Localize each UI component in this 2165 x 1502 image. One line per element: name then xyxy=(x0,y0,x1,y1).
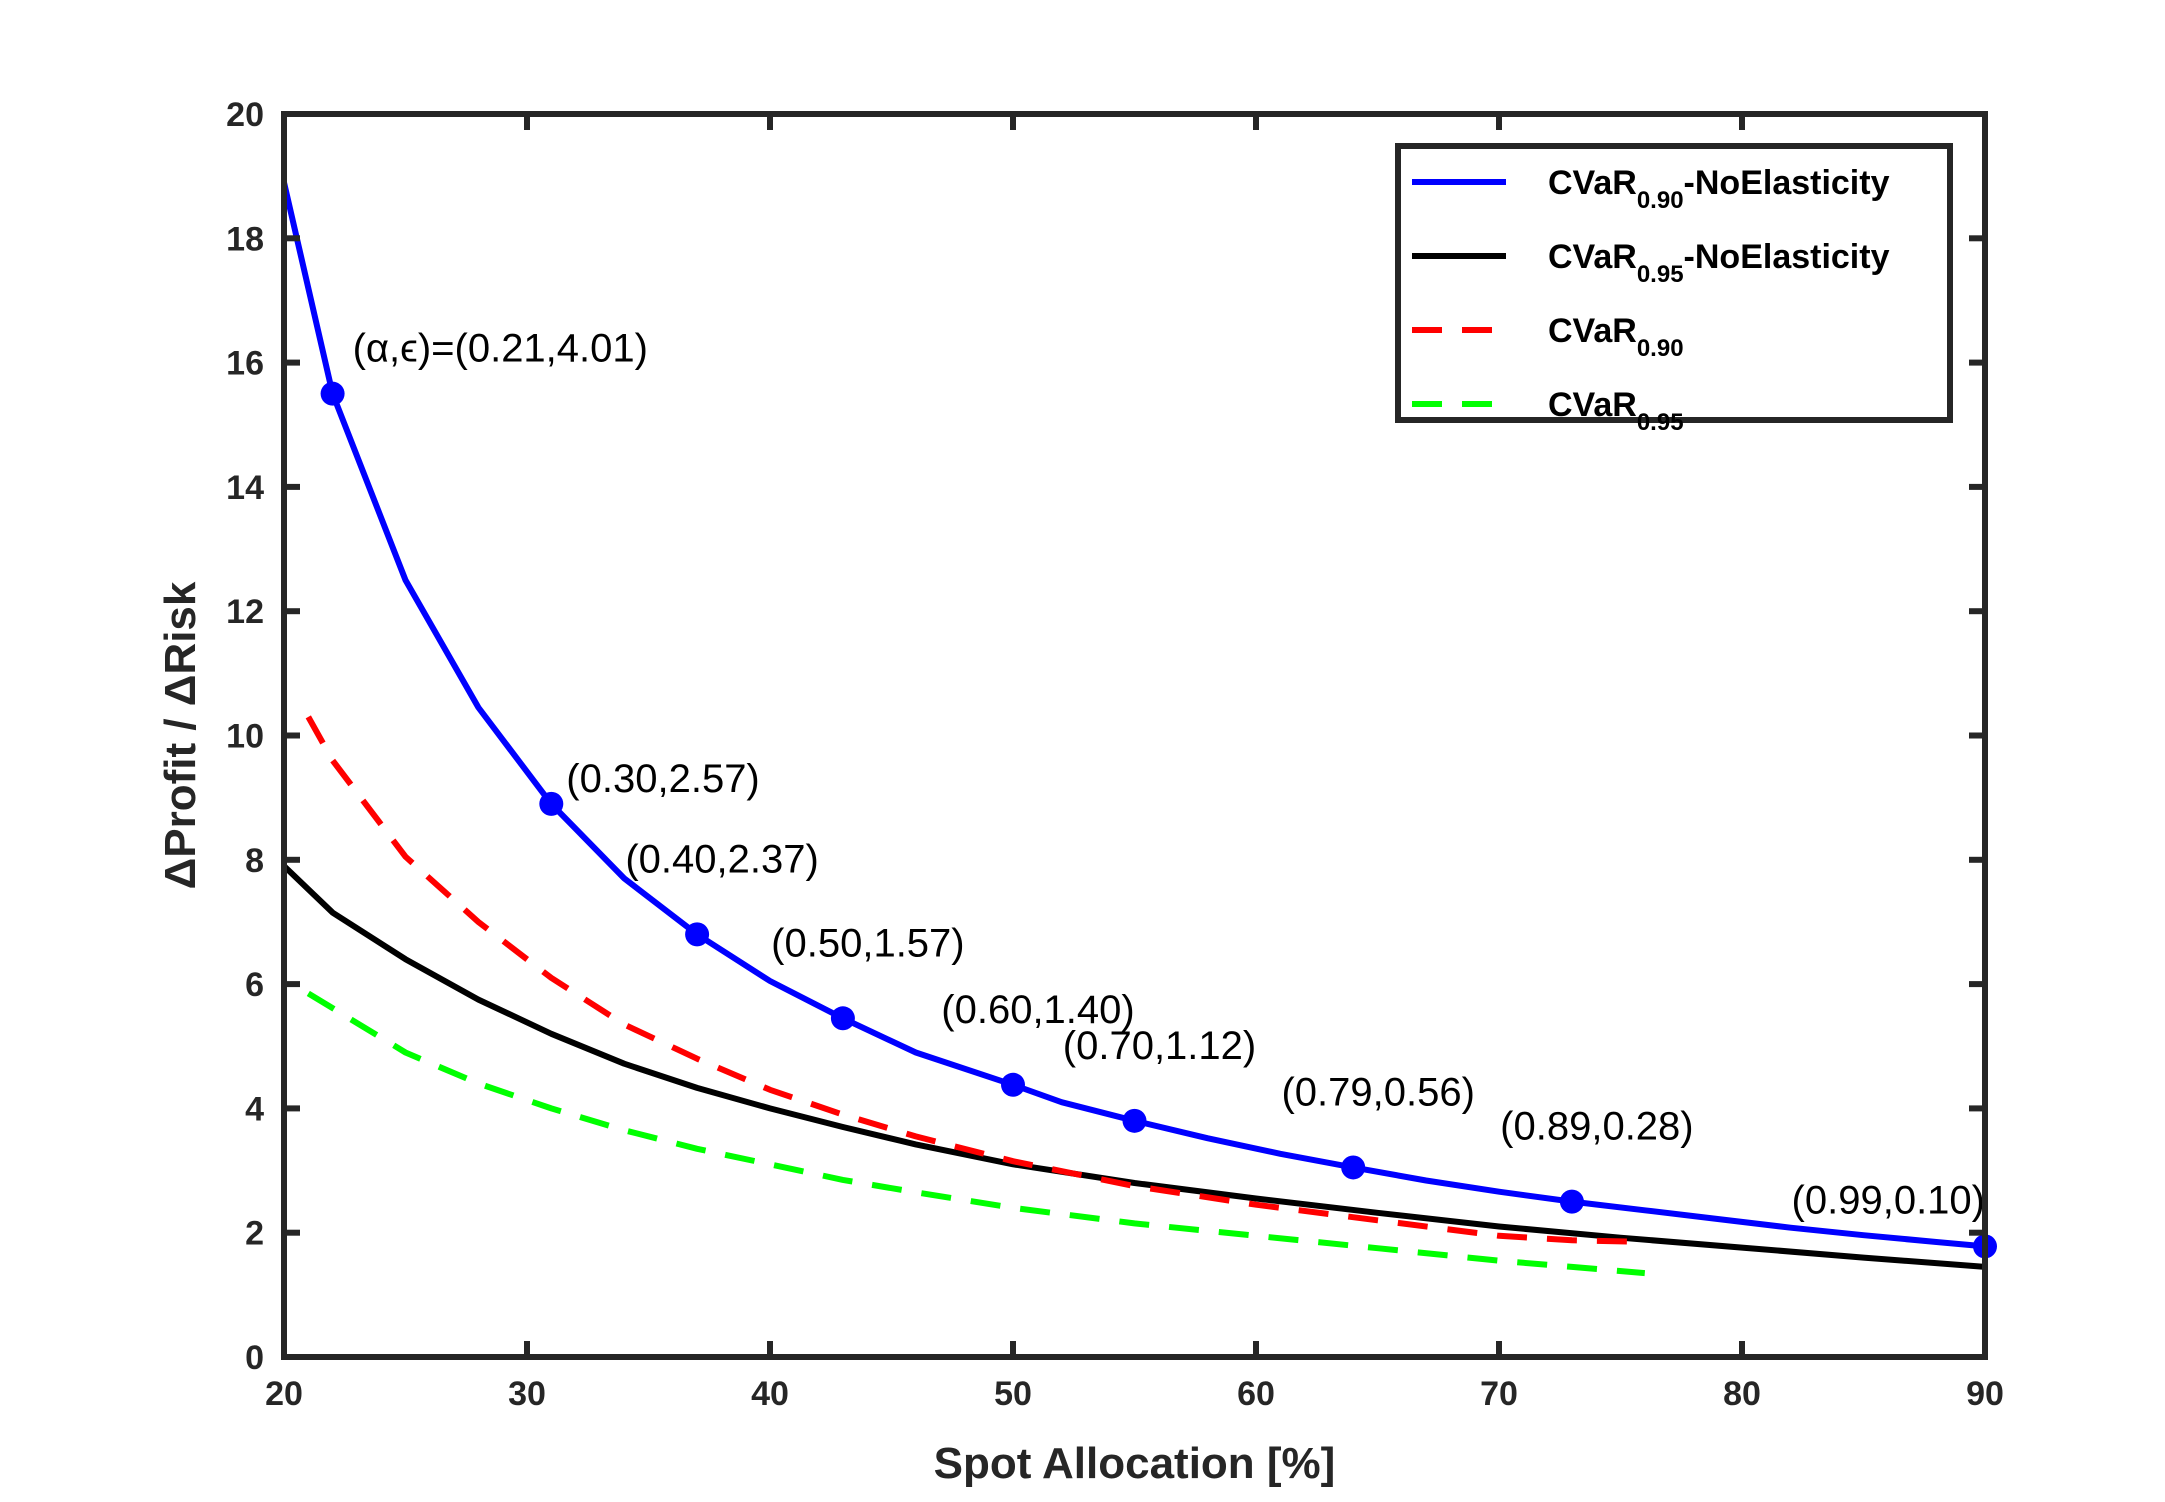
x-tick-label: 60 xyxy=(1237,1375,1275,1413)
marker-annotation: (0.89,0.28) xyxy=(1500,1105,1693,1149)
data-marker xyxy=(685,922,710,947)
data-marker xyxy=(1122,1108,1147,1133)
y-tick-label: 0 xyxy=(245,1339,264,1377)
data-marker xyxy=(1559,1189,1584,1214)
marker-annotation: (0.50,1.57) xyxy=(771,921,964,965)
legend: CVaR0.90-NoElasticity CVaR0.95-NoElastici… xyxy=(1395,143,1953,436)
marker-annotation: (0.40,2.37) xyxy=(625,837,818,881)
legend-label-3: CVaR0.90 xyxy=(1548,312,1684,362)
legend-box xyxy=(1395,143,1953,423)
x-axis-label: Spot Allocation [%] xyxy=(934,1439,1336,1488)
x-tick-label: 70 xyxy=(1480,1375,1518,1413)
data-marker xyxy=(320,381,345,406)
x-tick-label: 40 xyxy=(751,1375,789,1413)
marker-annotation: (0.70,1.12) xyxy=(1063,1024,1256,1068)
y-tick-label: 12 xyxy=(226,593,264,631)
y-tick-label: 18 xyxy=(226,220,264,258)
y-tick-label: 16 xyxy=(226,345,264,383)
marker-annotation: (α,ϵ)=(0.21,4.01) xyxy=(353,327,648,371)
series-line-4 xyxy=(306,990,1646,1277)
legend-label-1: CVaR0.90-NoElasticity xyxy=(1548,164,1890,214)
marker-annotation: (0.99,0.10) xyxy=(1792,1178,1985,1222)
x-tick-label: 50 xyxy=(994,1375,1032,1413)
legend-label-4: CVaR0.95 xyxy=(1548,386,1684,436)
x-tick-label: 20 xyxy=(265,1375,303,1413)
y-axis-label: ΔProfit / ΔRisk xyxy=(156,581,205,889)
y-tick-label: 6 xyxy=(245,966,264,1004)
y-tick-label: 2 xyxy=(245,1215,264,1253)
marker-annotation: (0.60,1.40) xyxy=(941,988,1134,1032)
marker-annotation: (0.79,0.56) xyxy=(1281,1070,1474,1114)
data-marker xyxy=(1341,1155,1366,1180)
marker-layer: (α,ϵ)=(0.21,4.01) (0.30,2.57) (0.40,2.37) (… xyxy=(320,327,1997,1259)
x-tick-label: 80 xyxy=(1723,1375,1761,1413)
data-marker xyxy=(539,791,564,816)
data-marker xyxy=(830,1006,855,1031)
x-tick-label: 30 xyxy=(508,1375,546,1413)
axes-layer: 20 30 40 50 60 70 80 90 0 2 4 6 8 10 12 14 16 18 20 xyxy=(226,96,2004,1413)
y-tick-label: 8 xyxy=(245,842,264,880)
series-line-2 xyxy=(281,863,1986,1270)
series-line-3 xyxy=(305,715,1645,1245)
y-tick-label: 14 xyxy=(226,469,264,507)
y-tick-label: 4 xyxy=(245,1090,264,1128)
marker-annotation: (0.30,2.57) xyxy=(566,757,759,801)
y-tick-label: 20 xyxy=(226,96,264,134)
y-tick-label: 10 xyxy=(226,718,264,756)
x-tick-label: 90 xyxy=(1966,1375,2004,1413)
data-marker xyxy=(1001,1072,1025,1097)
legend-label-2: CVaR0.95-NoElasticity xyxy=(1548,238,1890,288)
